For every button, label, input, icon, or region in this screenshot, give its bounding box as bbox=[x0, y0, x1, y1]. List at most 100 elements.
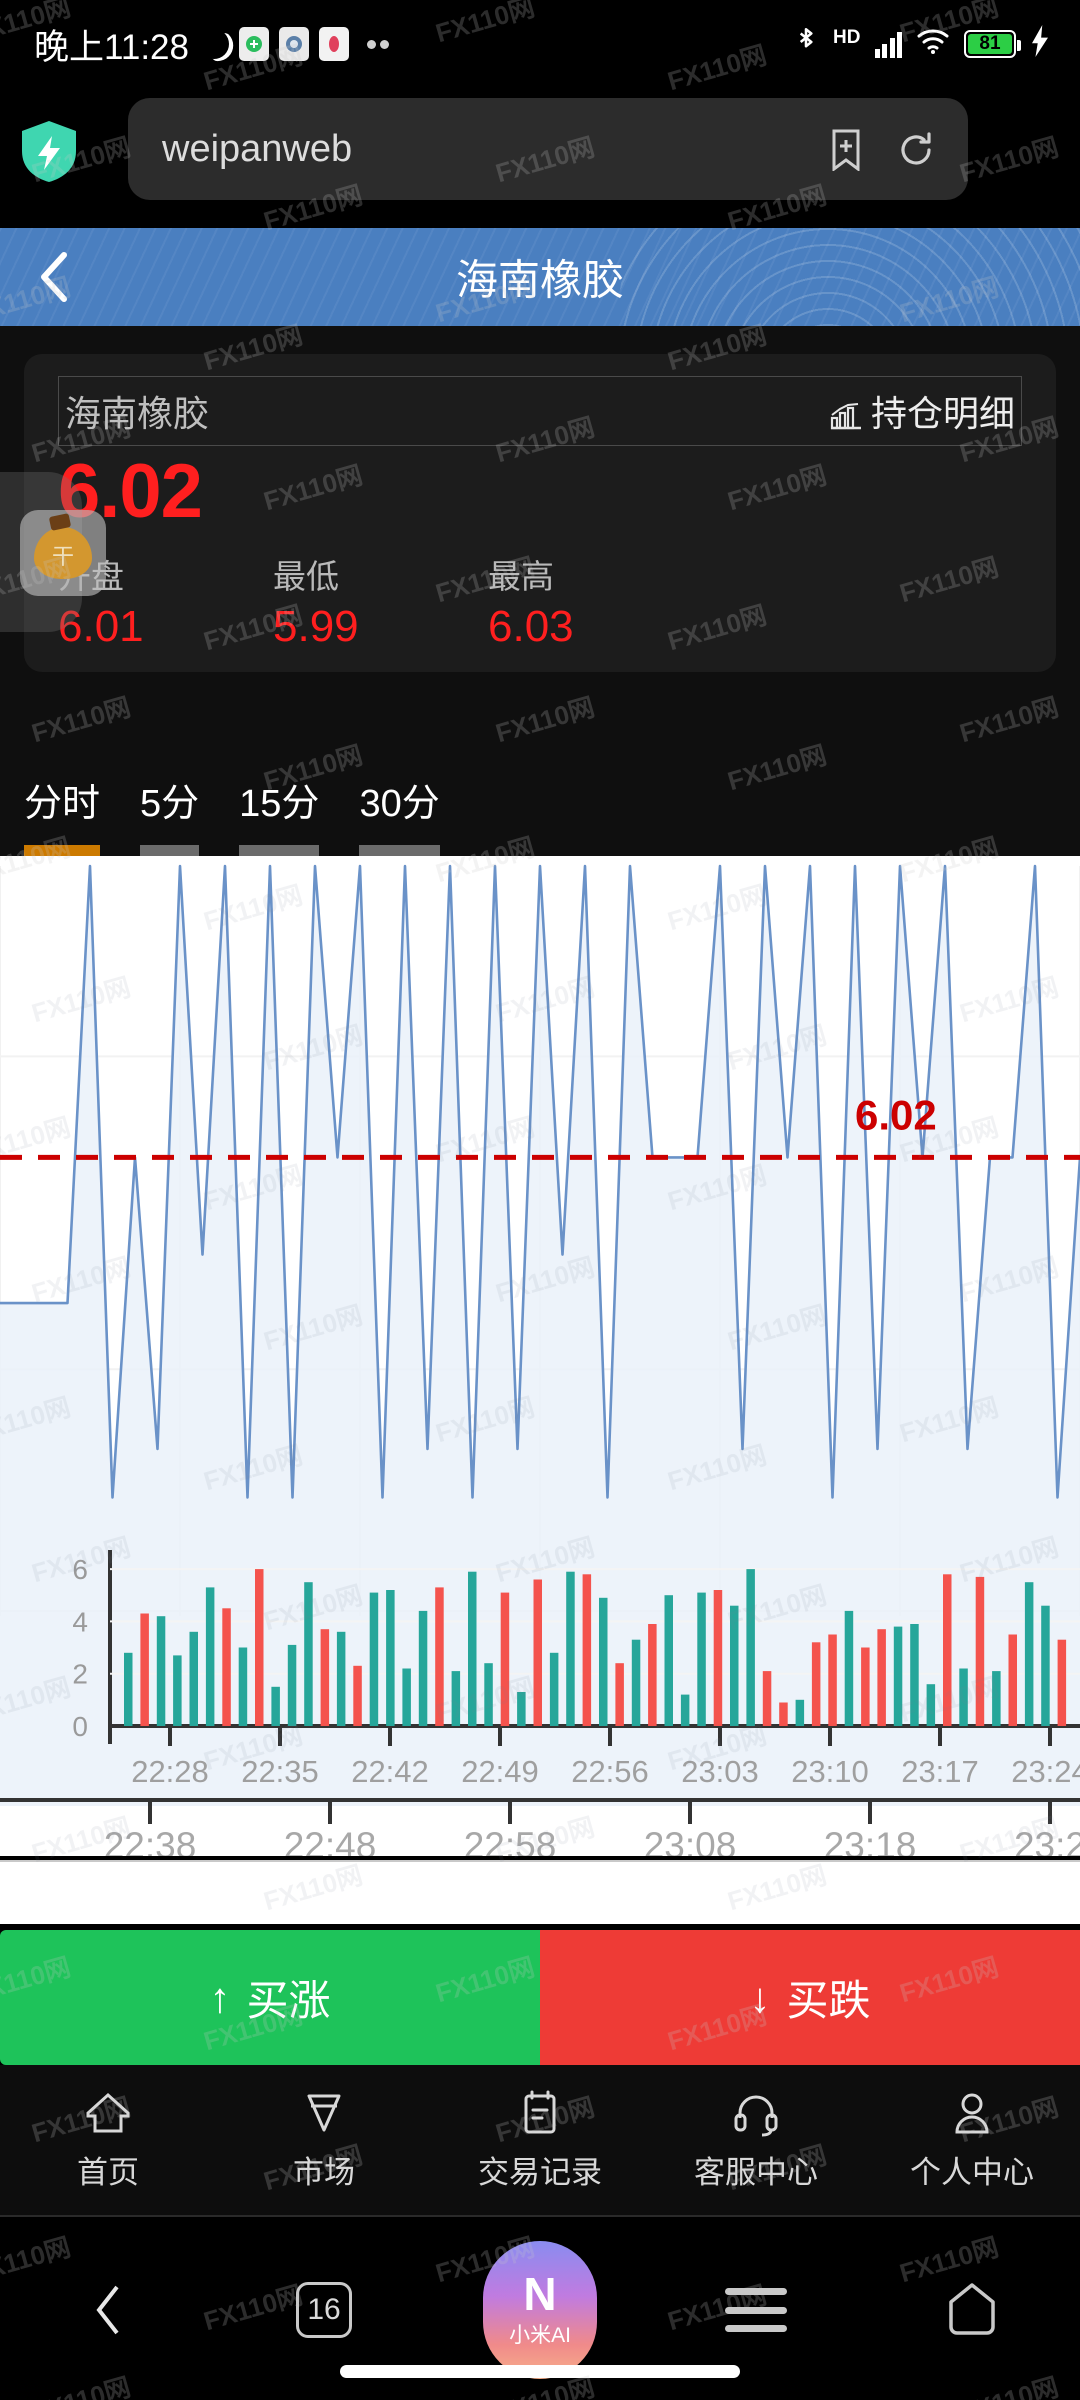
svg-text:22:42: 22:42 bbox=[351, 1754, 429, 1789]
buy-down-arrow-icon: ↓ bbox=[749, 1973, 771, 2021]
position-detail-label: 持仓明细 bbox=[870, 393, 1015, 434]
ai-label: 小米AI bbox=[509, 2324, 571, 2347]
svg-text:6: 6 bbox=[72, 1554, 88, 1585]
browser-url-bar[interactable]: weipanweb bbox=[128, 98, 968, 200]
hd-label: HD bbox=[833, 27, 861, 48]
home-pentagon-icon bbox=[948, 2282, 996, 2338]
app-header: 海南橡胶 bbox=[0, 228, 1080, 326]
tab-15min-underline bbox=[239, 844, 320, 859]
nav-item-support[interactable]: 客服中心 bbox=[648, 2088, 864, 2192]
gesture-home-bar[interactable] bbox=[340, 2365, 740, 2378]
tab-fenshi-label: 分时 bbox=[24, 782, 101, 825]
current-price: 6.02 bbox=[58, 449, 203, 534]
tab-count-label: 16 bbox=[296, 2282, 352, 2338]
browser-home-button[interactable] bbox=[864, 2282, 1080, 2338]
bar-chart-icon bbox=[829, 397, 863, 430]
reload-icon[interactable] bbox=[896, 130, 934, 168]
trade-actions: ↑ 买涨 ↓ 买跌 bbox=[0, 1930, 1080, 2065]
browser-menu-button[interactable] bbox=[648, 2288, 864, 2332]
app-icon-white bbox=[279, 27, 309, 61]
svg-text:22:35: 22:35 bbox=[241, 1754, 319, 1789]
ai-logo-glyph: N bbox=[523, 2268, 557, 2320]
tab-15min[interactable]: 15分 bbox=[239, 772, 320, 859]
browser-bottom-bar: 16 N 小米AI bbox=[0, 2220, 1080, 2400]
svg-text:2: 2 bbox=[72, 1659, 88, 1690]
headset-icon bbox=[731, 2088, 781, 2138]
tab-30min-label: 30分 bbox=[359, 782, 440, 825]
tab-fenshi[interactable]: 分时 bbox=[24, 772, 101, 859]
url-bar-actions bbox=[830, 129, 934, 172]
svg-text:22:58: 22:58 bbox=[464, 1825, 557, 1856]
buy-up-arrow-icon: ↑ bbox=[209, 1973, 231, 2021]
svg-text:23:18: 23:18 bbox=[824, 1825, 917, 1856]
quote-card-header: 海南橡胶 持仓明细 bbox=[58, 376, 1022, 446]
svg-text:23:08: 23:08 bbox=[644, 1825, 737, 1856]
tab-5min[interactable]: 5分 bbox=[140, 772, 200, 859]
svg-text:23:10: 23:10 bbox=[791, 1754, 869, 1789]
header-wave-decoration bbox=[0, 228, 1080, 326]
stat-low-label: 最低 bbox=[273, 558, 339, 595]
tab-15min-label: 15分 bbox=[239, 782, 320, 825]
nav-item-support-label: 客服中心 bbox=[694, 2155, 818, 2190]
svg-text:0: 0 bbox=[72, 1711, 88, 1742]
add-bookmark-icon[interactable] bbox=[830, 129, 862, 172]
section-divider bbox=[0, 1860, 1080, 1862]
tab-5min-label: 5分 bbox=[140, 782, 200, 825]
notepad-icon bbox=[515, 2088, 565, 2138]
buy-down-button[interactable]: ↓ 买跌 bbox=[540, 1930, 1080, 2065]
stat-low: 最低 5.99 bbox=[273, 550, 488, 652]
floating-assist-button[interactable] bbox=[0, 472, 106, 632]
svg-text:4: 4 bbox=[72, 1606, 88, 1637]
browser-back-button[interactable] bbox=[0, 2283, 216, 2337]
nav-item-records[interactable]: 交易记录 bbox=[432, 2088, 648, 2192]
chart-canvas[interactable]: 6.02 0 2 4 6 22:28 22:35 22:42 22:49 22:56 23:03 23… bbox=[0, 856, 1080, 1856]
diamond-pin-icon bbox=[299, 2088, 349, 2138]
svg-text:23:24: 23:24 bbox=[1011, 1754, 1080, 1789]
moon-icon bbox=[199, 29, 229, 59]
position-detail-button[interactable]: 持仓明细 bbox=[829, 385, 1015, 437]
shield-icon[interactable] bbox=[18, 118, 80, 184]
quote-stats: 开盘 6.01 最低 5.99 最高 6.03 bbox=[58, 550, 1022, 652]
money-bag-icon[interactable] bbox=[20, 510, 106, 596]
ai-assistant-icon: N 小米AI bbox=[483, 2241, 597, 2379]
stat-high: 最高 6.03 bbox=[488, 550, 703, 652]
svg-text:23:2: 23:2 bbox=[1014, 1825, 1080, 1856]
nav-item-profile[interactable]: 个人中心 bbox=[864, 2088, 1080, 2192]
buy-up-button[interactable]: ↑ 买涨 bbox=[0, 1930, 540, 2065]
nav-item-profile-label: 个人中心 bbox=[910, 2155, 1034, 2190]
cellular-signal-icon bbox=[874, 30, 902, 58]
tab-30min[interactable]: 30分 bbox=[359, 772, 440, 859]
browser-tabs-button[interactable]: 16 bbox=[216, 2282, 432, 2338]
url-text[interactable]: weipanweb bbox=[162, 127, 353, 170]
stat-high-label: 最高 bbox=[488, 558, 554, 595]
battery-level: 81 bbox=[979, 33, 1001, 54]
tab-30min-underline bbox=[359, 844, 440, 859]
stat-low-value: 5.99 bbox=[273, 602, 359, 651]
nav-item-market[interactable]: 市场 bbox=[216, 2088, 432, 2192]
app-icon-red bbox=[319, 27, 349, 61]
svg-text:23:17: 23:17 bbox=[901, 1754, 979, 1789]
tab-5min-underline bbox=[140, 844, 200, 859]
nav-item-home[interactable]: 首页 bbox=[0, 2088, 216, 2192]
price-chart[interactable]: 6.02 0 2 4 6 22:28 22:35 22:42 22:49 22:56 23:03 23… bbox=[0, 856, 1080, 1856]
nav-item-records-label: 交易记录 bbox=[478, 2155, 602, 2190]
person-icon bbox=[947, 2088, 997, 2138]
header-back-icon[interactable] bbox=[36, 251, 70, 303]
buy-down-label: 买跌 bbox=[786, 1977, 871, 2024]
svg-text:6.02: 6.02 bbox=[855, 1091, 937, 1138]
status-bar-clock: 晚上11:28 bbox=[34, 27, 189, 67]
app-icon-green bbox=[239, 27, 269, 61]
svg-text:22:56: 22:56 bbox=[571, 1754, 649, 1789]
svg-text:22:49: 22:49 bbox=[461, 1754, 539, 1789]
tab-fenshi-underline bbox=[24, 844, 101, 859]
hamburger-menu-icon bbox=[725, 2288, 787, 2332]
status-bar-right: HD 81 bbox=[793, 24, 1080, 64]
wifi-icon bbox=[916, 27, 950, 61]
xiaomi-ai-button[interactable]: N 小米AI bbox=[432, 2241, 648, 2379]
page-title: 海南橡胶 bbox=[455, 256, 624, 304]
charging-bolt-icon bbox=[1030, 24, 1050, 64]
buy-up-label: 买涨 bbox=[246, 1977, 331, 2024]
svg-text:22:28: 22:28 bbox=[131, 1754, 209, 1789]
bluetooth-icon bbox=[793, 25, 819, 64]
